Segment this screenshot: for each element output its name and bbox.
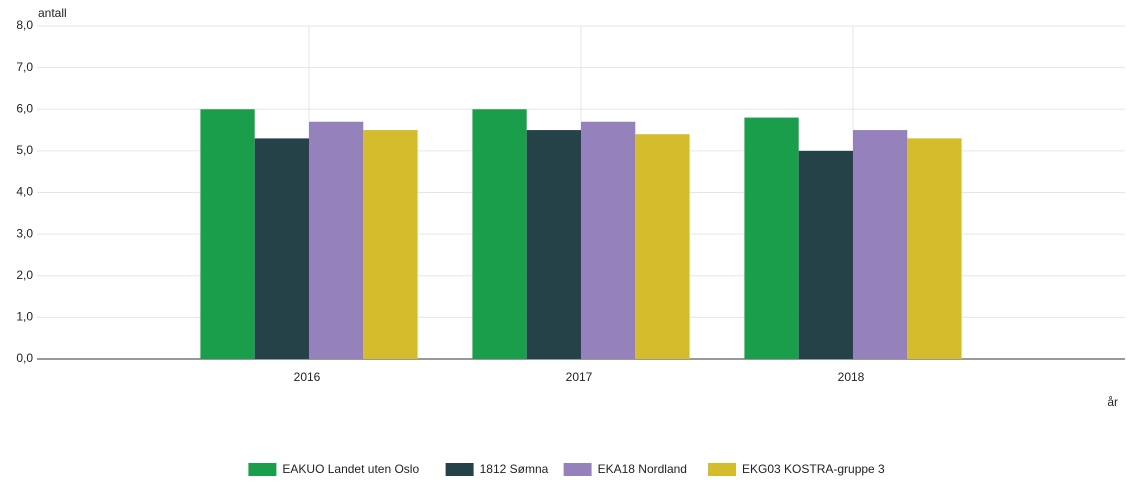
legend-swatch xyxy=(708,463,736,476)
y-tick-label: 8,0 xyxy=(16,18,33,32)
x-axis-label: år xyxy=(1107,395,1118,409)
bar xyxy=(744,117,799,359)
x-tick-label: 2016 xyxy=(294,370,321,384)
legend-label: EKG03 KOSTRA-gruppe 3 xyxy=(742,462,885,476)
bar xyxy=(254,138,309,359)
y-tick-label: 1,0 xyxy=(16,310,33,324)
y-tick-label: 0,0 xyxy=(16,351,33,365)
legend-swatch xyxy=(445,463,474,476)
bar xyxy=(853,130,908,359)
y-tick-label: 2,0 xyxy=(16,268,33,282)
legend-label: EKA18 Nordland xyxy=(598,462,687,476)
x-tick-label: 2018 xyxy=(838,370,865,384)
y-tick-label: 3,0 xyxy=(16,226,33,240)
bar xyxy=(363,130,418,359)
legend-label: 1812 Sømna xyxy=(480,462,549,476)
y-axis-label: antall xyxy=(38,6,67,20)
legend-swatch xyxy=(248,463,277,476)
y-tick-label: 4,0 xyxy=(16,185,33,199)
bar xyxy=(309,121,364,359)
y-tick-label: 7,0 xyxy=(16,60,33,74)
bar xyxy=(907,138,962,359)
bar xyxy=(798,150,853,359)
legend-swatch xyxy=(563,463,592,476)
x-tick-label: 2017 xyxy=(566,370,593,384)
y-tick-label: 5,0 xyxy=(16,143,33,157)
bar xyxy=(581,121,636,359)
bar xyxy=(526,130,581,359)
bar xyxy=(635,134,690,359)
bar xyxy=(472,109,527,359)
legend-label: EAKUO Landet uten Oslo xyxy=(282,462,419,476)
bar xyxy=(200,109,255,359)
y-tick-label: 6,0 xyxy=(16,101,33,115)
